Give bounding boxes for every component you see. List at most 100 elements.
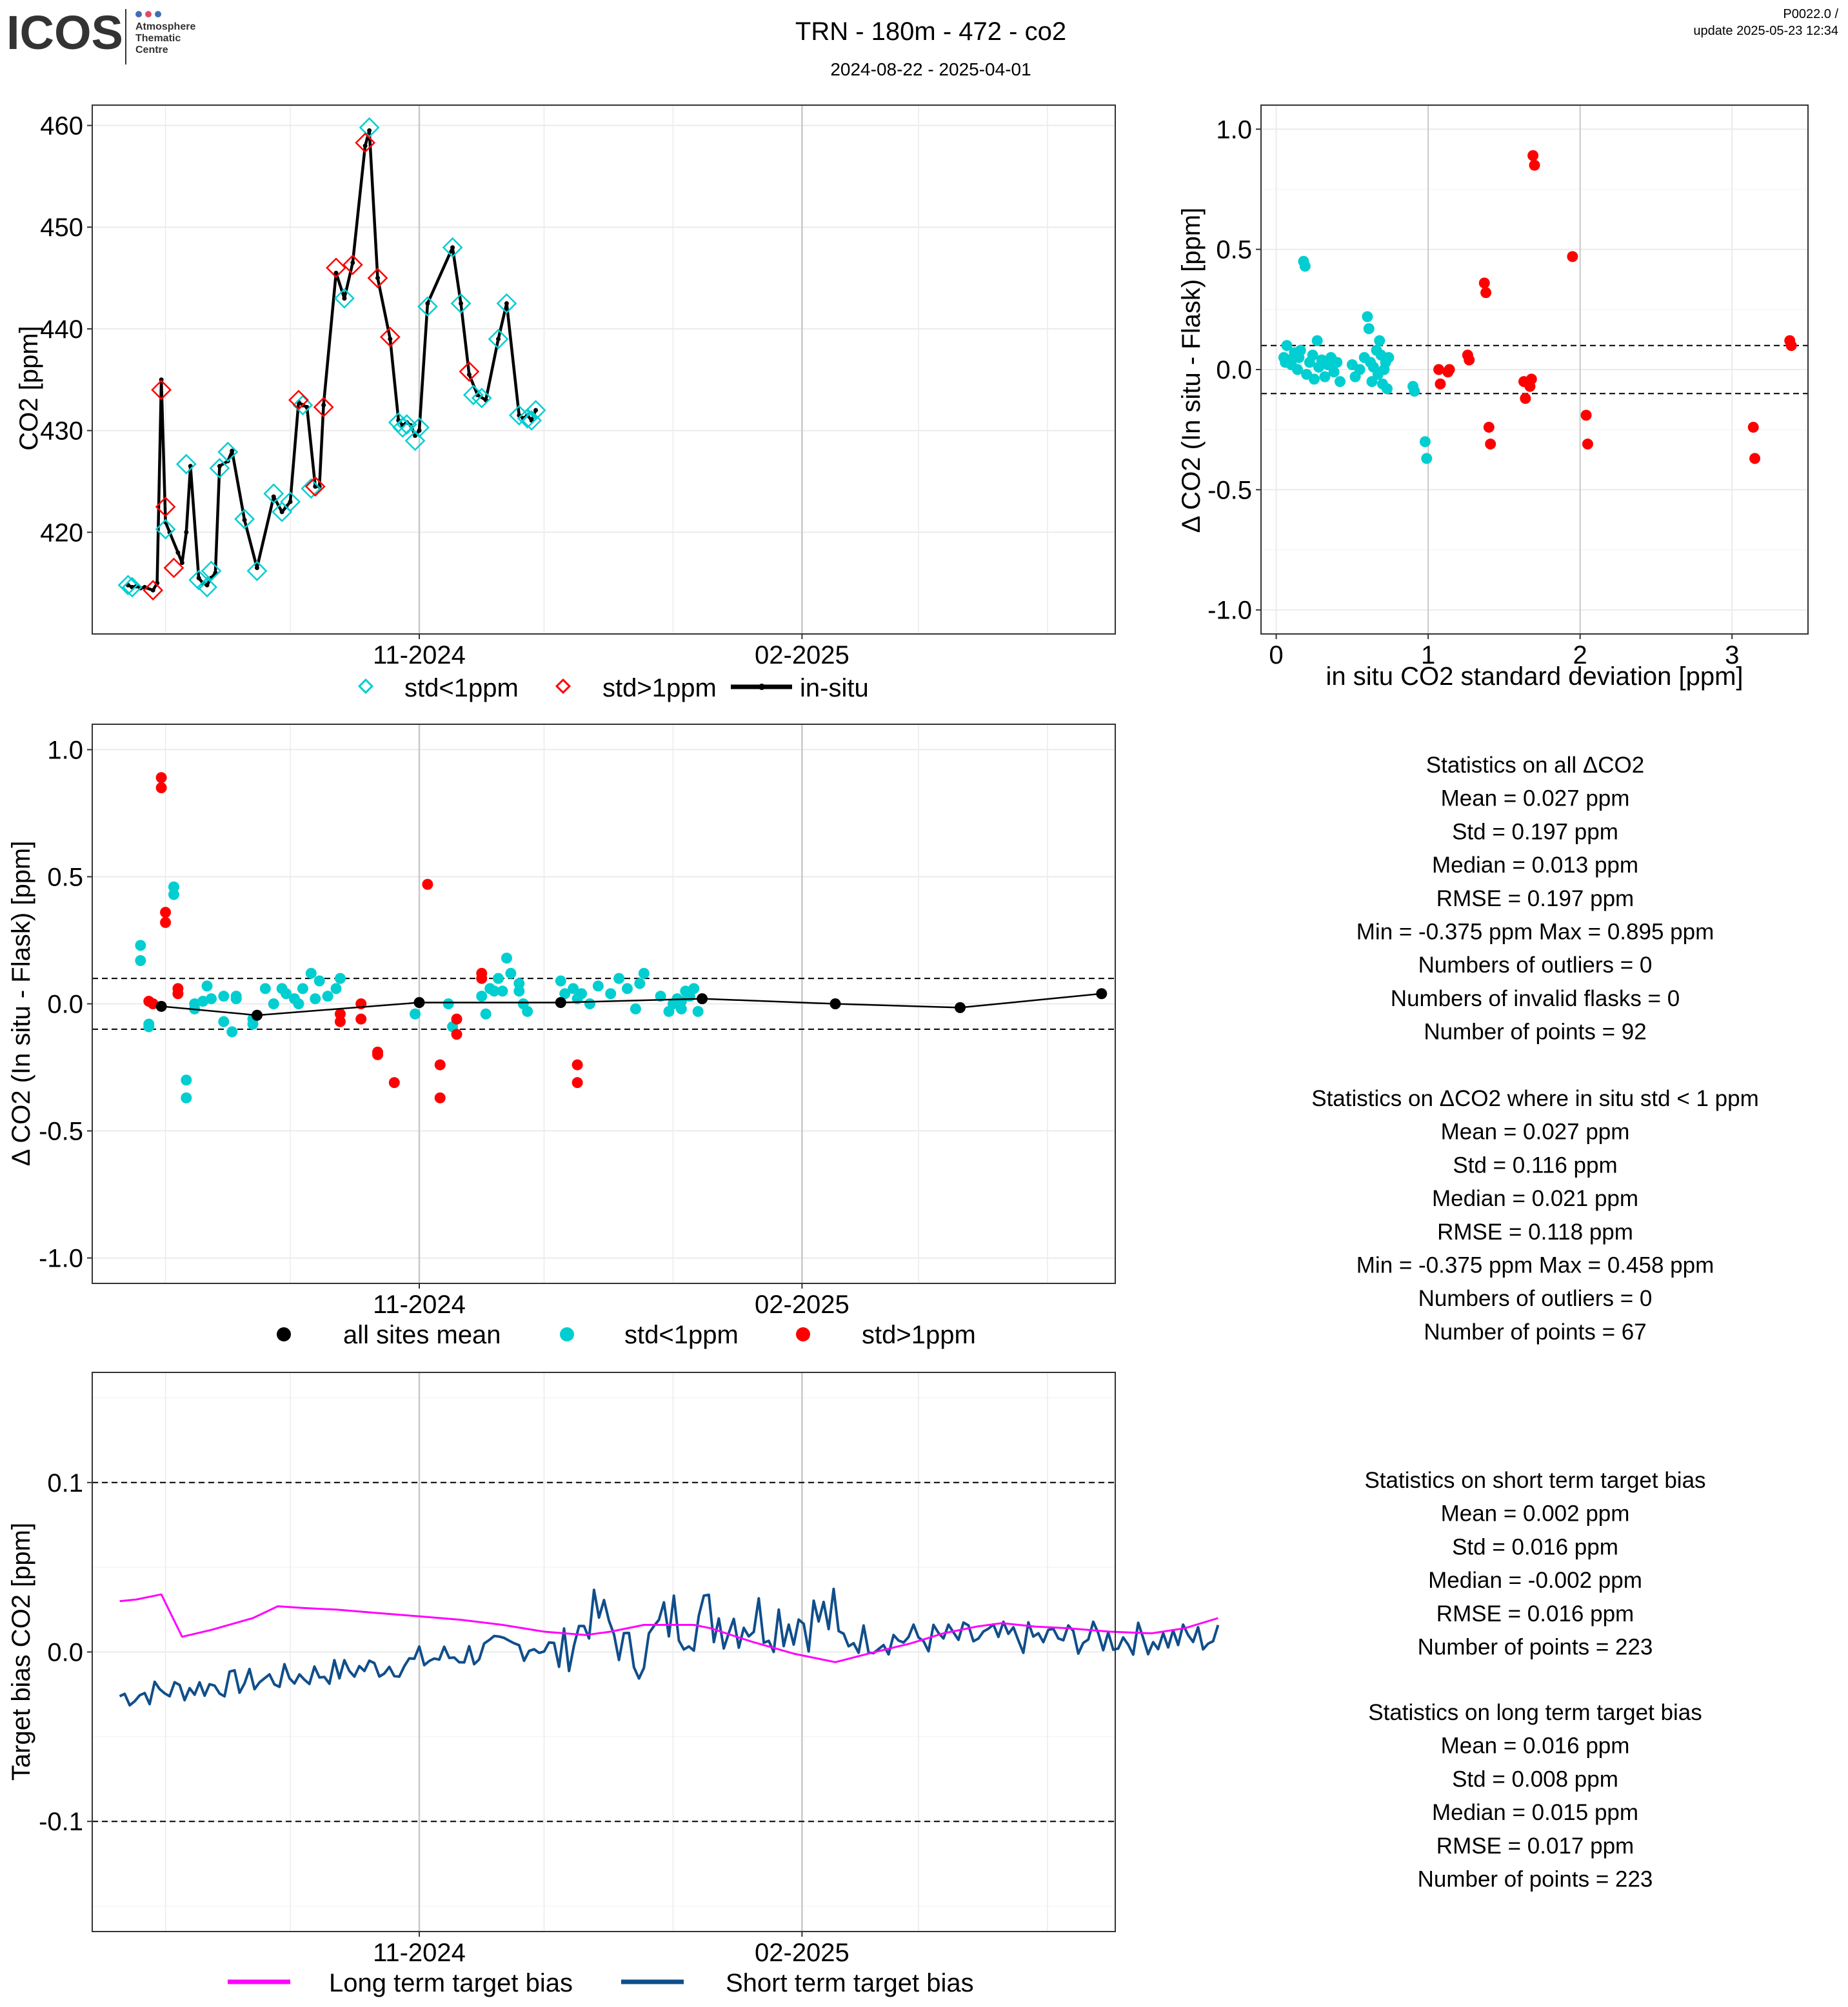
stats-long-line: Mean = 0.016 ppm xyxy=(1441,1734,1630,1759)
scatter-point-std-lt1 xyxy=(1331,357,1343,368)
scatter-point-std-lt1 xyxy=(1307,350,1318,361)
legend-label-mean: all sites mean xyxy=(343,1321,501,1349)
flask-marker-std-gt1 xyxy=(379,326,401,348)
delta-point-std-lt1 xyxy=(218,991,230,1002)
in-situ-point xyxy=(175,550,181,555)
in-situ-point xyxy=(196,575,201,580)
timeseries-border xyxy=(92,104,1116,635)
flask-marker-std-gt1 xyxy=(326,257,346,279)
scatter-point-std-gt1 xyxy=(1567,251,1578,262)
scatter-point-std-gt1 xyxy=(1785,340,1797,351)
stats-all-line: Number of points = 92 xyxy=(1424,1020,1646,1045)
flask-marker-std-lt1 xyxy=(462,384,484,406)
delta-point-std-gt1 xyxy=(571,1059,583,1071)
flask-marker-std-lt1 xyxy=(117,575,139,596)
in-situ-point xyxy=(417,428,422,433)
scatter-point-std-gt1 xyxy=(1435,378,1446,390)
delta-point-std-lt1 xyxy=(410,1008,421,1020)
delta-point-std-lt1 xyxy=(259,983,271,994)
stats-all-line: Numbers of outliers = 0 xyxy=(1418,953,1653,978)
flask-marker-std-lt1 xyxy=(517,408,538,429)
mean-line xyxy=(161,993,1102,1016)
delta-point-std-lt1 xyxy=(692,1005,704,1017)
delta-point-std-lt1 xyxy=(675,1003,687,1014)
delta-point-std-lt1 xyxy=(630,1003,641,1014)
stats-lt1-line: Numbers of outliers = 0 xyxy=(1418,1286,1653,1311)
stats-lt1-line: Median = 0.021 ppm xyxy=(1432,1186,1638,1211)
delta-point-std-lt1 xyxy=(688,983,700,994)
legend-label-std-gt1: std>1ppm xyxy=(602,674,717,702)
logo-sub-3: Centre xyxy=(135,44,168,55)
timeseries-y-tick-label: 440 xyxy=(40,315,83,344)
legend-label-std-lt1-delta: std<1ppm xyxy=(624,1321,739,1349)
stats-lt1-line: Min = -0.375 ppm Max = 0.458 ppm xyxy=(1356,1253,1714,1278)
delta-y-tick-label: 1.0 xyxy=(47,736,83,764)
in-situ-point xyxy=(204,582,210,588)
logo-text: ICOS xyxy=(6,6,123,59)
stats-long-line: RMSE = 0.017 ppm xyxy=(1436,1834,1634,1859)
delta-point-std-lt1 xyxy=(522,1005,533,1017)
legend-label-std-gt1-delta: std>1ppm xyxy=(862,1321,976,1349)
timeseries-x-tick-label: 02-2025 xyxy=(755,641,849,669)
delta-point-std-gt1 xyxy=(372,1049,383,1060)
delta-point-std-lt1 xyxy=(576,988,588,1000)
bias-y-tick-label: 0.0 xyxy=(47,1639,83,1667)
flask-marker-std-gt1 xyxy=(367,268,388,288)
stats-short-line: RMSE = 0.016 ppm xyxy=(1436,1601,1634,1626)
timeseries-y-tick-label: 420 xyxy=(40,519,83,547)
delta-point-std-lt1 xyxy=(655,991,666,1002)
delta-point-std-lt1 xyxy=(501,953,512,964)
delta-point-std-gt1 xyxy=(334,1008,346,1020)
delta-point-std-lt1 xyxy=(559,988,571,1000)
legend-label-short-term: Short term target bias xyxy=(726,1969,974,1997)
delta-point-std-lt1 xyxy=(555,975,566,987)
delta-point-std-lt1 xyxy=(168,881,179,893)
in-situ-line xyxy=(127,129,537,592)
delta-point-std-lt1 xyxy=(513,985,525,997)
stats-short-title: Statistics on short term target bias xyxy=(1364,1468,1705,1493)
flask-marker-std-lt1 xyxy=(496,293,517,314)
delta-point-std-lt1 xyxy=(622,983,633,994)
bias-y-tick-label: 0.1 xyxy=(47,1469,83,1498)
legend-marker-std-lt1-delta xyxy=(560,1327,574,1341)
logo-sub-1: Atmosphere xyxy=(135,21,195,32)
stats-all-title: Statistics on all ΔCO2 xyxy=(1426,753,1645,778)
flask-marker-std-lt1 xyxy=(234,508,255,529)
legend-label-std-lt1: std<1ppm xyxy=(404,674,519,702)
in-situ-point xyxy=(271,494,276,499)
mean-point xyxy=(697,993,708,1005)
bias-x-tick-label: 02-2025 xyxy=(755,1939,849,1967)
delta-point-std-lt1 xyxy=(305,967,317,979)
flask-marker-std-lt1 xyxy=(409,417,430,438)
flask-marker-std-lt1 xyxy=(450,293,472,314)
timeseries-background xyxy=(92,105,1115,634)
flask-marker-std-lt1 xyxy=(442,237,463,258)
in-situ-point xyxy=(321,402,326,408)
delta-point-std-gt1 xyxy=(160,916,172,928)
delta-point-std-lt1 xyxy=(206,993,217,1005)
in-situ-point xyxy=(533,408,539,413)
stats-short-line: Std = 0.016 ppm xyxy=(1452,1534,1618,1559)
delta-point-std-lt1 xyxy=(135,940,146,951)
delta-point-std-gt1 xyxy=(571,1077,583,1089)
stats-all-line: Median = 0.013 ppm xyxy=(1432,853,1638,878)
delta-point-std-lt1 xyxy=(226,1026,238,1038)
delta-point-std-lt1 xyxy=(505,967,517,979)
in-situ-point xyxy=(504,301,509,306)
timeseries-legend: std<1ppm std>1ppm in-situ xyxy=(357,674,869,702)
flask-marker-std-lt1 xyxy=(201,560,222,582)
scatter-point-std-gt1 xyxy=(1529,159,1540,171)
in-situ-point xyxy=(230,448,235,453)
delta-point-std-lt1 xyxy=(313,975,325,987)
legend-marker-std-lt1 xyxy=(357,678,374,695)
delta-point-std-gt1 xyxy=(160,907,172,918)
flask-marker-std-gt1 xyxy=(155,496,176,517)
delta-point-std-gt1 xyxy=(155,772,167,784)
bias-x-tick-label: 11-2024 xyxy=(373,1939,466,1967)
in-situ-point xyxy=(363,143,368,148)
scatter-point-std-gt1 xyxy=(1485,439,1496,450)
in-situ-point xyxy=(350,260,355,265)
delta-point-std-lt1 xyxy=(230,991,242,1002)
flask-marker-std-lt1 xyxy=(263,483,284,504)
delta-vs-std-plot: 1.0 0.5 0.0 -0.5 -1.0 0 1 2 3 xyxy=(1207,104,1809,669)
